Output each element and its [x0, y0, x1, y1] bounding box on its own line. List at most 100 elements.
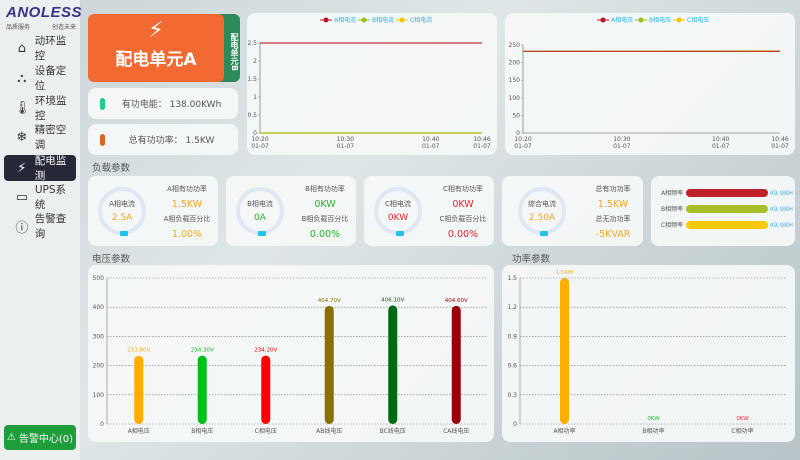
sidebar-item-label: 设备定位 — [34, 65, 67, 92]
ratio-label: B相负载百分比 — [301, 215, 349, 223]
sidebar-item-0[interactable]: ⌂ 动环监控 — [4, 35, 76, 62]
sidebar-item-label: 配电监测 — [34, 155, 67, 182]
x-tick-label: 01-07 — [712, 143, 730, 150]
bar-AB线电压 — [324, 305, 334, 424]
bar-value-label: 404.70V — [318, 298, 341, 304]
y-tick-label: 1.5 — [247, 76, 257, 83]
power-label: A相有功功率 — [167, 185, 207, 193]
sidebar-item-5[interactable]: ▭ UPS系统 — [4, 184, 76, 211]
legend-label: B相电压 — [649, 16, 671, 24]
sidebar: ANOLESS 品质服务 创造未来 ⌂ 动环监控 ⛬ 设备定位 🌡 环境监控 ❄ 精密空调 ⚡ 配电… — [0, 0, 83, 460]
y-tick-label: 0 — [513, 421, 517, 428]
total-power-label: 总有功功率： — [128, 136, 183, 146]
frequency-label: B相频率 — [661, 206, 684, 213]
y-tick-label: 300 — [93, 333, 105, 340]
sidebar-item-1[interactable]: ⛬ 设备定位 — [4, 65, 76, 92]
x-tick-label: 01-07 — [422, 143, 440, 150]
x-tick-label: BC线电压 — [380, 427, 406, 435]
frequency-bar — [686, 188, 768, 197]
bar-value-label: 0KW — [736, 416, 749, 422]
y-tick-label: 1.5 — [507, 275, 517, 282]
bar-value-label: 233.80V — [127, 348, 150, 354]
ratio-label: A相负载百分比 — [163, 215, 211, 223]
y-tick-label: 1.2 — [507, 304, 517, 311]
ring-label: B相电流 — [247, 200, 273, 208]
legend-marker — [361, 17, 367, 23]
y-tick-label: 400 — [93, 304, 105, 311]
legend-marker — [323, 17, 329, 23]
ratio-value: 0.00% — [447, 229, 479, 240]
x-tick-label: 01-07 — [337, 143, 355, 150]
voltage-line-chart-panel — [505, 13, 795, 155]
load-card: C相电流 0KW C相有功功率 0KW C相负载百分比 0.00% — [364, 176, 494, 246]
power-indicator — [100, 133, 105, 146]
home-icon: ⌂ — [17, 40, 26, 56]
y-tick-label: 200 — [509, 60, 521, 67]
sidebar-item-label: 动环监控 — [34, 35, 67, 62]
power-label: C相有功功率 — [443, 185, 483, 193]
y-tick-label: 2.5 — [247, 40, 257, 47]
current-ring-gauge: C相电流 0KW — [374, 187, 422, 236]
y-tick-label: 0 — [253, 130, 257, 137]
frequency-label: A相频率 — [661, 190, 684, 197]
thermometer-icon: 🌡 — [14, 100, 31, 116]
warning-icon: ⚠ — [6, 432, 16, 443]
frequency-row: B相频率 49.98H — [657, 204, 793, 213]
ring-label: 综合电流 — [528, 200, 556, 208]
ring-label: A相电流 — [109, 200, 135, 208]
y-tick-label: 100 — [93, 392, 105, 399]
power-value: 1.5KW — [597, 199, 629, 210]
current-ring-gauge: A相电流 2.5A — [98, 187, 146, 236]
y-tick-label: 0 — [100, 421, 104, 428]
load-card: A相电流 2.5A A相有功功率 1.5KW A相负载百分比 1.00% — [88, 176, 218, 246]
bolt-icon: ⚡ — [17, 160, 27, 176]
ring-label: C相电流 — [385, 200, 411, 208]
energy-card: 有功电能： 138.00KWh — [88, 88, 238, 119]
sidebar-item-4[interactable]: ⚡ 配电监测 — [4, 155, 76, 182]
x-tick-label: A相功率 — [553, 427, 575, 435]
power-label: B相有功功率 — [305, 185, 345, 193]
legend-label: B相电流 — [372, 16, 394, 24]
x-tick-label: 10:46 — [771, 136, 788, 143]
unit-card-a[interactable]: ⚡ 配电单元A — [88, 14, 224, 82]
sidebar-item-2[interactable]: 🌡 环境监控 — [4, 95, 76, 122]
x-tick-label: 10:20 — [514, 136, 531, 143]
power-value: 0KW — [314, 199, 336, 210]
total-power-card: 总有功功率： 1.5KW — [88, 124, 238, 155]
current-ring-gauge: 综合电流 2.50A — [518, 187, 566, 236]
y-tick-label: 0.9 — [507, 333, 517, 340]
alert-circle-icon: ⓘ — [15, 220, 29, 236]
logo-brand: ANOLESS — [6, 4, 83, 21]
y-tick-label: 0 — [516, 130, 520, 137]
sidebar-item-6[interactable]: ⓘ 告警查询 — [4, 213, 76, 240]
frequency-value: 49.98H — [769, 188, 794, 197]
x-tick-label: CA线电压 — [443, 427, 469, 435]
ratio-value: 0.00% — [309, 229, 341, 240]
snowflake-icon: ❄ — [16, 129, 28, 145]
y-tick-label: 250 — [509, 42, 521, 49]
load-card: B相电流 0A B相有功功率 0KW B相负载百分比 0.00% — [226, 176, 356, 246]
bar-value-label: 406.10V — [381, 297, 404, 303]
y-tick-label: 0.5 — [247, 112, 257, 119]
sidebar-item-label: 精密空调 — [34, 124, 67, 151]
frequency-row: A相频率 49.98H — [657, 188, 793, 197]
frequency-label: C相频率 — [660, 222, 684, 229]
sidebar-item-label: 环境监控 — [35, 95, 67, 122]
x-tick-label: 01-07 — [771, 143, 789, 150]
legend-marker — [638, 17, 644, 23]
sidebar-item-3[interactable]: ❄ 精密空调 — [4, 124, 76, 151]
legend-marker — [399, 17, 405, 23]
logo: ANOLESS 品质服务 创造未来 — [6, 4, 83, 31]
ratio-value: -5KVAR — [595, 229, 631, 240]
energy-label: 有功电能： — [121, 100, 167, 110]
alarm-center-button[interactable]: ⚠ 告警中心(0) — [4, 425, 76, 450]
bar-CA线电压 — [451, 305, 461, 424]
bar-B相电压 — [197, 355, 207, 424]
slogan-right: 创造未来 — [51, 24, 76, 31]
total-power-value: 1.5KW — [185, 136, 215, 146]
power-value: 1.5KW — [171, 199, 203, 210]
legend-label: A相电压 — [611, 16, 633, 24]
bar-value-label: 0KW — [647, 416, 660, 422]
bar-value-label: 234.30V — [191, 348, 214, 354]
